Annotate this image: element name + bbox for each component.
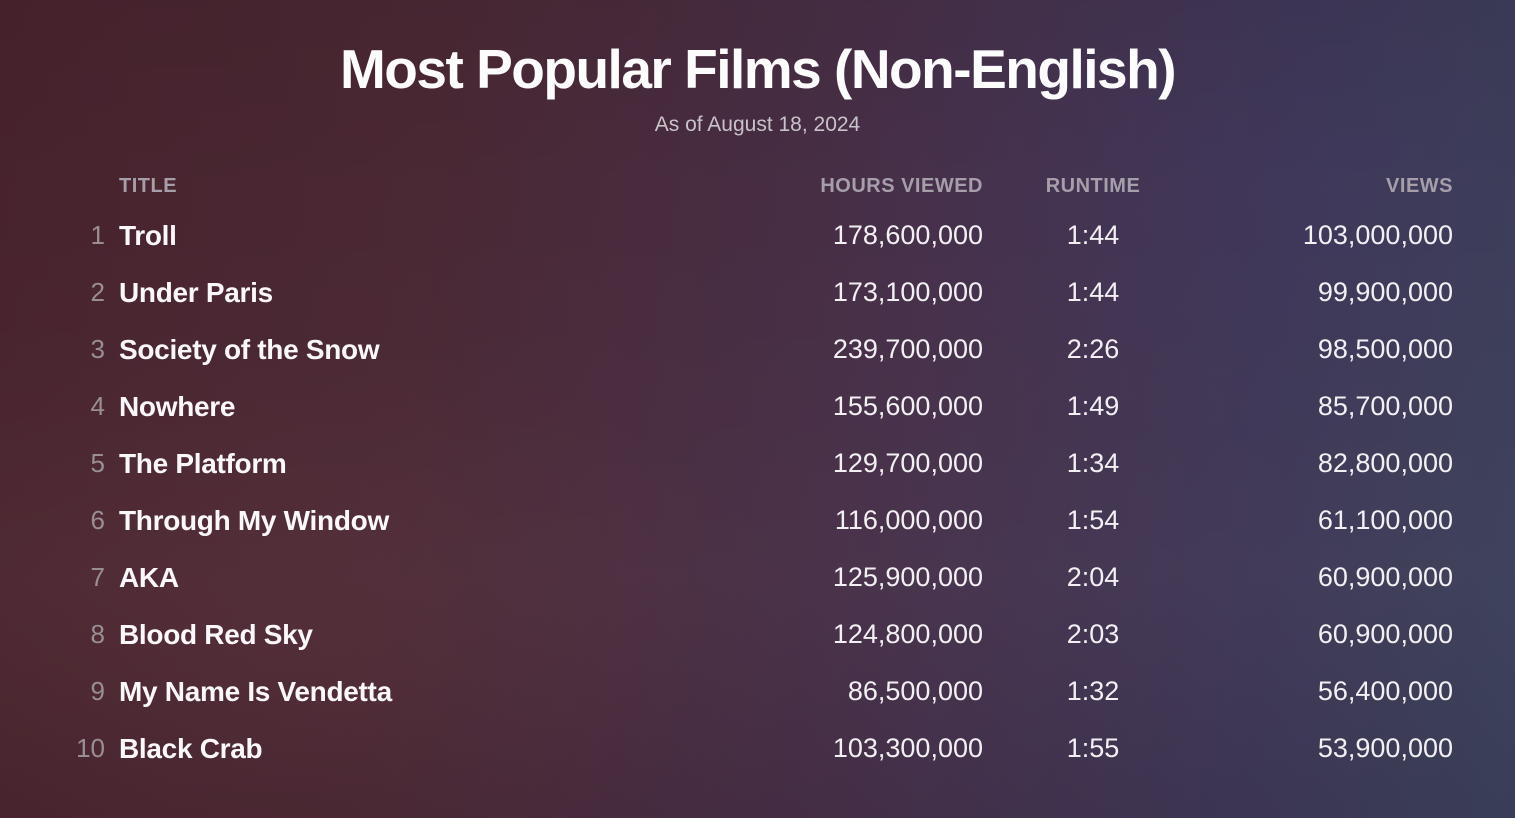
rank-number: 2 bbox=[90, 277, 105, 307]
hours-viewed: 239,700,000 bbox=[832, 334, 983, 364]
table-row: 4 Nowhere 155,600,000 1:49 85,700,000 bbox=[62, 378, 1453, 435]
views-value: 98,500,000 bbox=[1317, 334, 1453, 364]
runtime-value: 2:26 bbox=[1066, 334, 1120, 364]
films-table: TITLE HOURS VIEWED RUNTIME VIEWS 1 Troll… bbox=[62, 165, 1453, 777]
column-header-title: TITLE bbox=[119, 174, 178, 197]
table-row: 9 My Name Is Vendetta 86,500,000 1:32 56… bbox=[62, 663, 1453, 720]
film-title: Blood Red Sky bbox=[119, 618, 313, 650]
rank-number: 9 bbox=[90, 676, 105, 706]
views-value: 103,000,000 bbox=[1302, 220, 1453, 250]
table-row: 10 Black Crab 103,300,000 1:55 53,900,00… bbox=[62, 720, 1453, 777]
views-value: 56,400,000 bbox=[1317, 676, 1453, 706]
views-value: 85,700,000 bbox=[1317, 391, 1453, 421]
rank-number: 5 bbox=[90, 448, 105, 478]
table-row: 3 Society of the Snow 239,700,000 2:26 9… bbox=[62, 321, 1453, 378]
rank-number: 8 bbox=[90, 619, 105, 649]
hours-viewed: 129,700,000 bbox=[832, 448, 983, 478]
film-title: Black Crab bbox=[119, 732, 263, 764]
column-header-hours-viewed: HOURS VIEWED bbox=[820, 174, 983, 197]
rank-number: 6 bbox=[90, 505, 105, 535]
film-title: Society of the Snow bbox=[119, 333, 380, 365]
table-header-row: TITLE HOURS VIEWED RUNTIME VIEWS bbox=[62, 165, 1453, 207]
table-row: 5 The Platform 129,700,000 1:34 82,800,0… bbox=[62, 435, 1453, 492]
views-value: 60,900,000 bbox=[1317, 619, 1453, 649]
runtime-value: 1:54 bbox=[1066, 505, 1120, 535]
hours-viewed: 86,500,000 bbox=[847, 676, 983, 706]
hours-viewed: 125,900,000 bbox=[832, 562, 983, 592]
rank-number: 4 bbox=[90, 391, 105, 421]
runtime-value: 1:49 bbox=[1066, 391, 1120, 421]
page-subtitle: As of August 18, 2024 bbox=[654, 113, 861, 136]
hours-viewed: 124,800,000 bbox=[832, 619, 983, 649]
hours-viewed: 116,000,000 bbox=[834, 505, 983, 535]
runtime-value: 1:32 bbox=[1066, 676, 1120, 706]
column-header-views: VIEWS bbox=[1386, 174, 1453, 197]
table-row: 6 Through My Window 116,000,000 1:54 61,… bbox=[62, 492, 1453, 549]
runtime-value: 1:44 bbox=[1066, 277, 1120, 307]
runtime-value: 2:03 bbox=[1066, 619, 1120, 649]
table-row: 2 Under Paris 173,100,000 1:44 99,900,00… bbox=[62, 264, 1453, 321]
hours-viewed: 173,100,000 bbox=[832, 277, 983, 307]
runtime-value: 1:34 bbox=[1066, 448, 1120, 478]
film-title: The Platform bbox=[119, 447, 287, 479]
film-title: AKA bbox=[119, 561, 179, 593]
rank-number: 7 bbox=[90, 562, 105, 592]
column-header-runtime: RUNTIME bbox=[1045, 174, 1141, 197]
film-title: Under Paris bbox=[119, 276, 273, 308]
hours-viewed: 103,300,000 bbox=[832, 733, 983, 763]
views-value: 61,100,000 bbox=[1317, 505, 1453, 535]
views-value: 53,900,000 bbox=[1317, 733, 1453, 763]
rank-number: 1 bbox=[90, 220, 105, 250]
table-body: 1 Troll 178,600,000 1:44 103,000,000 2 U… bbox=[62, 207, 1453, 777]
film-title: Through My Window bbox=[119, 504, 389, 536]
rank-number: 3 bbox=[90, 334, 105, 364]
rank-number: 10 bbox=[76, 733, 105, 763]
runtime-value: 1:44 bbox=[1066, 220, 1120, 250]
table-row: 8 Blood Red Sky 124,800,000 2:03 60,900,… bbox=[62, 606, 1453, 663]
film-title: My Name Is Vendetta bbox=[119, 675, 392, 707]
table-row: 1 Troll 178,600,000 1:44 103,000,000 bbox=[62, 207, 1453, 264]
hours-viewed: 155,600,000 bbox=[832, 391, 983, 421]
hours-viewed: 178,600,000 bbox=[832, 220, 983, 250]
runtime-value: 1:55 bbox=[1066, 733, 1120, 763]
views-value: 60,900,000 bbox=[1317, 562, 1453, 592]
film-title: Troll bbox=[119, 219, 177, 251]
views-value: 82,800,000 bbox=[1317, 448, 1453, 478]
film-title: Nowhere bbox=[119, 390, 236, 422]
views-value: 99,900,000 bbox=[1317, 277, 1453, 307]
page-title: Most Popular Films (Non-English) bbox=[339, 38, 1177, 100]
table-row: 7 AKA 125,900,000 2:04 60,900,000 bbox=[62, 549, 1453, 606]
runtime-value: 2:04 bbox=[1066, 562, 1120, 592]
